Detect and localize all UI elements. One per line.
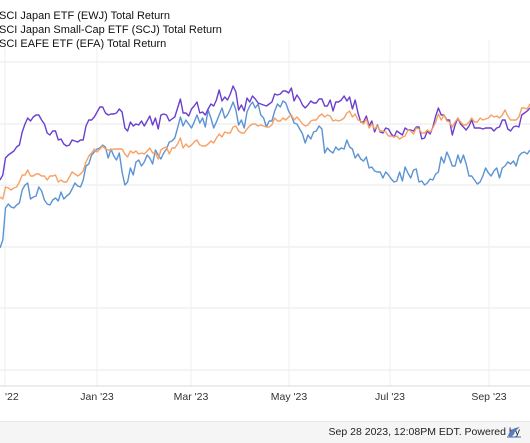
x-tick-label: May '23 xyxy=(271,391,308,403)
grid xyxy=(0,40,530,386)
x-axis-ticks: '22 Jan '23 Mar '23 May '23 Jul '23 Sep '23 xyxy=(5,391,507,403)
brand-logo-icon xyxy=(507,427,521,438)
series-line-1 xyxy=(0,85,530,181)
timestamp-text: Sep 28 2023, 12:08PM EDT. Powered by xyxy=(328,426,520,438)
legend: SCI Japan ETF (EWJ) Total Return SCI Japa… xyxy=(0,10,222,50)
legend-label: SCI Japan ETF (EWJ) Total Return xyxy=(0,10,170,22)
series-lines xyxy=(0,85,530,249)
footer: Sep 28 2023, 12:08PM EDT. Powered by xyxy=(0,421,530,443)
x-tick-label: '22 xyxy=(5,391,19,403)
x-tick-label: Mar '23 xyxy=(174,391,209,403)
line-chart: '22 Jan '23 Mar '23 May '23 Jul '23 Sep '23 SC… xyxy=(0,10,530,403)
x-tick-label: Sep '23 xyxy=(471,391,506,403)
series-line-2 xyxy=(0,103,530,200)
series-line-0 xyxy=(0,100,530,249)
legend-label: SCI Japan Small-Cap ETF (SCJ) Total Retu… xyxy=(0,24,222,36)
x-tick-label: Jul '23 xyxy=(375,391,405,403)
x-tick-label: Jan '23 xyxy=(80,391,114,403)
legend-label: SCI EAFE ETF (EFA) Total Return xyxy=(0,38,166,50)
